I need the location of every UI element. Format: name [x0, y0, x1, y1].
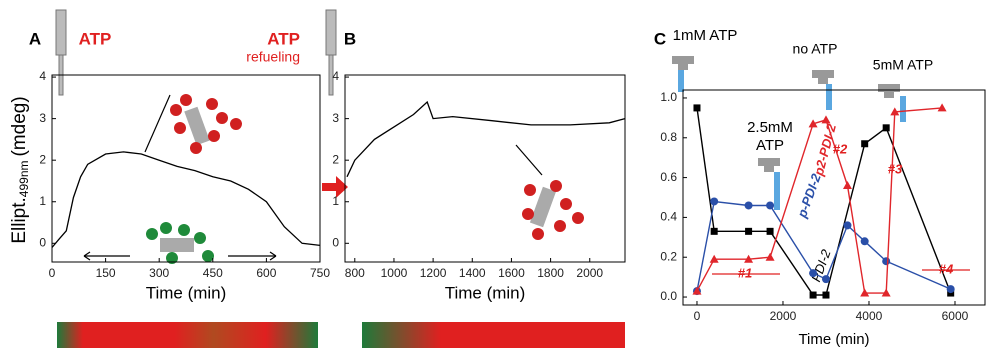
marker — [946, 285, 955, 294]
y-tick-label: 4 — [39, 69, 46, 83]
marker — [860, 237, 869, 246]
y-tick-label: 2 — [332, 152, 339, 166]
annotation: ATP — [756, 137, 784, 154]
x-tick-label: 800 — [345, 266, 365, 280]
y-label-sub: 499nm — [17, 161, 31, 198]
marker — [822, 291, 830, 299]
marker — [692, 286, 702, 295]
y-label-main: Ellipt. — [9, 197, 30, 243]
y-tick-label: 3 — [39, 111, 46, 125]
x-tick-label: 1800 — [537, 266, 564, 280]
x-tick-label: 750 — [310, 266, 330, 280]
x-tick-label: 4000 — [856, 309, 883, 323]
annotation: #3 — [888, 161, 903, 176]
marker — [766, 227, 774, 235]
annotation: #2 — [833, 141, 848, 156]
marker — [843, 221, 852, 230]
interval-arrow — [712, 269, 970, 275]
y-tick-label: 0.0 — [660, 289, 677, 303]
x-tick-label: 1600 — [498, 266, 525, 280]
panel-letter: A — [29, 29, 41, 48]
reagent-label: ATP — [267, 29, 300, 48]
marker — [693, 104, 701, 112]
annotation: 5mM ATP — [873, 57, 933, 73]
x-axis-label: Time (min) — [146, 283, 227, 302]
marker — [861, 140, 869, 148]
marker — [860, 288, 870, 297]
marker — [709, 254, 719, 263]
y-tick-label: 0.8 — [660, 130, 677, 144]
marker — [821, 115, 831, 124]
x-tick-label: 1200 — [420, 266, 447, 280]
marker — [809, 269, 818, 278]
transition-arrow — [322, 176, 348, 198]
y-tick-label: 0.2 — [660, 249, 677, 263]
panel-letter: B — [344, 29, 356, 48]
marker — [744, 201, 753, 210]
y-tick-label: 0.6 — [660, 170, 677, 184]
y-tick-label: 1.0 — [660, 90, 677, 104]
x-tick-label: 1400 — [459, 266, 486, 280]
pointer — [83, 94, 543, 261]
y-tick-label: 3 — [332, 111, 339, 125]
x-tick-label: 1000 — [381, 266, 408, 280]
marker — [765, 252, 775, 261]
x-tick-label: 0 — [49, 266, 56, 280]
molecule-icon — [146, 94, 584, 264]
x-axis-label: Time (min) — [445, 283, 526, 302]
x-tick-label: 2000 — [576, 266, 603, 280]
y-tick-label: 2 — [39, 152, 46, 166]
annotation: no ATP — [793, 41, 838, 57]
x-tick-label: 300 — [149, 266, 169, 280]
series-label: p-PDI-2 — [794, 171, 824, 221]
annotation: #1 — [738, 265, 752, 280]
y-label-unit: (mdeg) — [9, 96, 30, 156]
marker — [808, 119, 818, 128]
marker — [881, 288, 891, 297]
marker — [809, 291, 817, 299]
marker — [710, 197, 719, 206]
plot-frame — [682, 89, 986, 306]
tap-icon — [672, 56, 906, 210]
y-tick-label: 1 — [39, 194, 46, 208]
y-tick-label: 1 — [332, 194, 339, 208]
marker — [937, 103, 947, 112]
plot-frame — [344, 74, 626, 263]
marker — [766, 201, 775, 210]
marker — [744, 254, 754, 263]
y-tick-label: 4 — [332, 69, 339, 83]
x-axis-label: Time (min) — [798, 331, 869, 348]
marker — [745, 227, 753, 235]
x-tick-label: 2000 — [770, 309, 797, 323]
y-axis-label: Ellipt.499nm (mdeg) — [9, 96, 31, 243]
panel-letter: C — [654, 29, 666, 48]
annotation: 1mM ATP — [673, 27, 738, 44]
reagent-sublabel: refueling — [246, 49, 300, 65]
x-tick-label: 0 — [694, 309, 701, 323]
marker — [710, 227, 718, 235]
data-line — [346, 100, 626, 178]
color-bar — [57, 322, 318, 348]
x-tick-label: 6000 — [942, 309, 969, 323]
marker — [890, 107, 900, 116]
y-tick-label: 0.4 — [660, 210, 677, 224]
annotation: 2.5mM — [747, 119, 793, 136]
x-tick-label: 450 — [203, 266, 223, 280]
plot-frame — [51, 74, 321, 263]
marker — [821, 275, 830, 284]
y-tick-label: 0 — [39, 235, 46, 249]
annotation: #4 — [939, 261, 954, 276]
marker — [882, 124, 890, 132]
y-tick-label: 0 — [332, 235, 339, 249]
data-line — [51, 151, 321, 248]
marker — [882, 257, 891, 266]
data-line — [696, 200, 951, 292]
marker — [842, 181, 852, 190]
reagent-label: ATP — [79, 29, 112, 48]
x-tick-label: 150 — [96, 266, 116, 280]
x-tick-label: 600 — [256, 266, 276, 280]
color-bar — [362, 322, 625, 348]
